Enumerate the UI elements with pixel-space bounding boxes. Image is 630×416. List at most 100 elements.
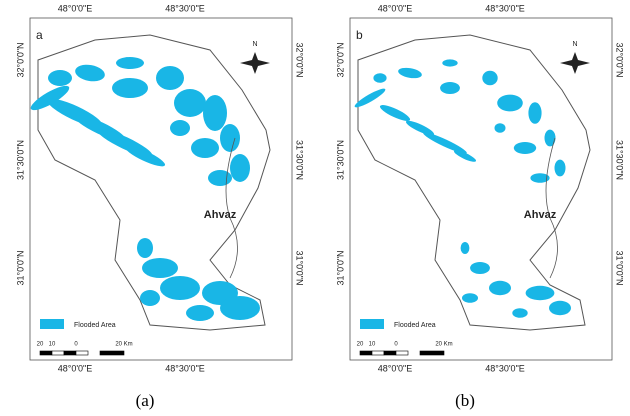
panel-label: a: [36, 28, 43, 42]
scale-bar-segment: [419, 350, 445, 356]
latitude-label: 31°30'0"N: [15, 140, 25, 180]
latitude-label: 31°0'0"N: [615, 250, 625, 285]
latitude-label: 32°0'0"N: [295, 42, 305, 77]
north-arrow: [240, 52, 270, 74]
latitude-label: 31°0'0"N: [335, 250, 345, 285]
scale-bar-segment: [395, 350, 409, 356]
flooded-patch: [220, 296, 260, 320]
flooded-patch: [544, 129, 556, 147]
flooded-patch: [203, 95, 227, 131]
flooded-patch: [440, 82, 460, 94]
flooded-patch: [48, 70, 72, 86]
legend-label: Flooded Area: [394, 322, 436, 329]
north-arrow: [560, 52, 590, 74]
flooded-patch: [497, 94, 523, 112]
flooded-patch: [470, 262, 490, 274]
scale-label: 20: [357, 342, 364, 348]
river: [545, 137, 558, 279]
flooded-patch: [512, 308, 528, 318]
flooded-patch: [230, 154, 250, 182]
latitude-label: 32°0'0"N: [615, 42, 625, 77]
longitude-label: 48°0'0"E: [378, 3, 413, 13]
flooded-patch: [513, 142, 537, 154]
legend-swatch: [40, 319, 64, 329]
scale-bar-segment: [75, 350, 89, 356]
scale-bar-segment: [359, 350, 373, 356]
scale-bar-segment: [39, 350, 53, 356]
legend-label: Flooded Area: [74, 322, 116, 329]
flooded-patch: [186, 305, 214, 321]
flooded-patch: [30, 85, 70, 111]
scale-bar-segment: [383, 350, 397, 356]
flooded-patch: [160, 276, 200, 300]
flooded-patch: [191, 138, 219, 158]
flooded-patch: [124, 145, 166, 167]
flooded-patch: [174, 89, 206, 117]
flooded-patch: [549, 300, 571, 316]
scale-label: 10: [49, 342, 56, 348]
flooded-patch: [489, 280, 511, 296]
flooded-patch: [530, 173, 550, 183]
scale-label: 20 Km: [115, 342, 132, 348]
scale-label: 0: [394, 342, 398, 348]
flooded-patch: [398, 67, 422, 79]
latitude-label: 31°30'0"N: [335, 140, 345, 180]
scale-label: 0: [74, 342, 78, 348]
panel-caption: (a): [136, 391, 155, 410]
flooded-patch: [75, 64, 105, 82]
longitude-label: 48°30'0"E: [165, 3, 205, 13]
flooded-patch: [460, 242, 470, 254]
flooded-patch: [554, 159, 566, 177]
flooded-patch: [442, 59, 458, 67]
flooded-patch: [170, 120, 190, 136]
north-label: N: [252, 41, 257, 48]
flooded-patch: [482, 70, 498, 86]
map-panel: a 48°0'0"E 48°0'0"E 48°30'0"E 48°30'0"E 32°0'…: [15, 3, 304, 373]
river: [225, 137, 238, 279]
map-panel: b 48°0'0"E 48°0'0"E 48°30'0"E 48°30'0"E 32°0'…: [335, 3, 624, 373]
panel-caption: (b): [455, 391, 475, 410]
panel-label: b: [356, 28, 363, 42]
latitude-label: 32°0'0"N: [15, 42, 25, 77]
flooded-patch: [423, 132, 467, 154]
flooded-patch: [137, 238, 153, 258]
flooded-patch: [156, 66, 184, 90]
flooded-patch: [405, 120, 435, 136]
flooded-patch: [525, 285, 555, 301]
north-label: N: [572, 41, 577, 48]
flooded-patch: [354, 88, 386, 108]
flooded-patch: [116, 57, 144, 69]
latitude-label: 31°0'0"N: [15, 250, 25, 285]
latitude-label: 32°0'0"N: [335, 42, 345, 77]
flooded-patch: [528, 102, 542, 124]
flooded-patch: [379, 105, 411, 121]
longitude-label: 48°0'0"E: [58, 363, 93, 373]
flooded-patch: [462, 293, 478, 303]
flooded-patch: [142, 258, 178, 278]
longitude-label: 48°30'0"E: [485, 363, 525, 373]
longitude-label: 48°30'0"E: [165, 363, 205, 373]
flooded-patch: [208, 170, 232, 186]
flooded-patch: [494, 123, 506, 133]
scale-label: 20 Km: [435, 342, 452, 348]
latitude-label: 31°30'0"N: [615, 140, 625, 180]
scale-bar-segment: [371, 350, 385, 356]
city-label: Ahvaz: [524, 209, 557, 221]
flooded-patch: [220, 124, 240, 152]
scale-bar-segment: [99, 350, 125, 356]
scale-bar-segment: [63, 350, 77, 356]
latitude-label: 31°0'0"N: [295, 250, 305, 285]
legend-swatch: [360, 319, 384, 329]
flooded-patch: [453, 150, 477, 162]
longitude-label: 48°0'0"E: [58, 3, 93, 13]
longitude-label: 48°0'0"E: [378, 363, 413, 373]
longitude-label: 48°30'0"E: [485, 3, 525, 13]
latitude-label: 31°30'0"N: [295, 140, 305, 180]
scale-label: 20: [37, 342, 44, 348]
scale-bar-segment: [51, 350, 65, 356]
flooded-patch: [140, 290, 160, 306]
city-label: Ahvaz: [204, 209, 237, 221]
scale-label: 10: [369, 342, 376, 348]
